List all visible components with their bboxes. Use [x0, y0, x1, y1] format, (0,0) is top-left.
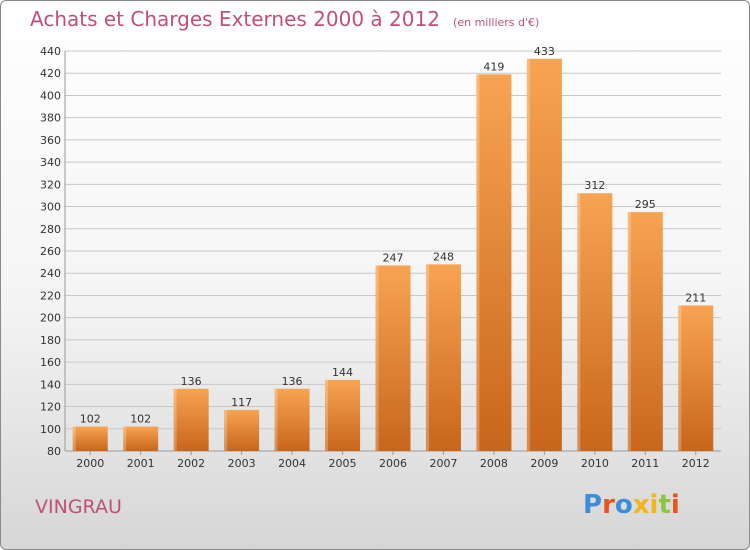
chart-title-unit: (en milliers d'€) [453, 16, 540, 29]
x-axis-ticks: 2000 2001 2002 2003 2004 2005 2006 2007 2008 2009… [76, 451, 710, 470]
x-tick-label-2001: 2001 [127, 457, 155, 470]
y-tick-label: 400 [40, 89, 61, 102]
bar-highlight [72, 426, 76, 451]
x-tick-label-2012: 2012 [682, 457, 710, 470]
data-label-2002: 136 [181, 375, 202, 388]
y-axis-ticks: 80 100 120 140 160 180 200 220 240 260 280 300 320 34… [40, 45, 61, 458]
y-tick-label: 140 [40, 378, 61, 391]
y-tick-label: 220 [40, 289, 61, 302]
bar-2000[interactable] [72, 426, 108, 451]
bar-highlight [325, 379, 329, 451]
x-tick-label-2011: 2011 [631, 457, 659, 470]
bars [72, 58, 714, 452]
y-tick-label: 160 [40, 356, 61, 369]
data-label-2008: 419 [483, 60, 504, 73]
proxiti-logo[interactable]: Proxiti [583, 490, 680, 520]
bar-highlight [425, 264, 429, 451]
bar-2010[interactable] [577, 193, 613, 451]
data-label-2000: 102 [80, 413, 101, 426]
y-tick-label: 380 [40, 112, 61, 125]
chart-title-main: Achats et Charges Externes 2000 à 2012 [30, 7, 440, 31]
data-label-2011: 295 [635, 198, 656, 211]
bar-2004[interactable] [274, 388, 310, 451]
y-tick-label: 240 [40, 267, 61, 280]
x-tick-label-2004: 2004 [278, 457, 306, 470]
data-label-2001: 102 [130, 413, 151, 426]
bar-2008[interactable] [476, 74, 512, 451]
bar-highlight [123, 426, 127, 451]
data-label-2012: 211 [685, 291, 706, 304]
bar-2002[interactable] [173, 388, 209, 451]
chart-title: Achats et Charges Externes 2000 à 2012 (… [30, 7, 539, 31]
data-label-2007: 248 [433, 250, 454, 263]
x-tick-label-2009: 2009 [530, 457, 558, 470]
data-label-2010: 312 [584, 179, 605, 192]
bar-2005[interactable] [325, 379, 361, 451]
y-tick-label: 120 [40, 401, 61, 414]
bar-highlight [274, 388, 278, 451]
x-tick-label-2006: 2006 [379, 457, 407, 470]
bar-2001[interactable] [123, 426, 159, 451]
y-tick-label: 340 [40, 156, 61, 169]
bar-highlight [526, 58, 530, 452]
y-tick-label: 180 [40, 334, 61, 347]
bar-highlight [375, 265, 379, 451]
x-tick-label-2007: 2007 [429, 457, 457, 470]
y-tick-label: 320 [40, 178, 61, 191]
y-tick-label: 200 [40, 312, 61, 325]
bar-highlight [224, 409, 228, 451]
bar-highlight [678, 305, 682, 451]
data-label-2003: 117 [231, 396, 252, 409]
y-tick-label: 280 [40, 223, 61, 236]
data-label-2009: 433 [534, 45, 555, 58]
y-tick-label: 420 [40, 67, 61, 80]
data-label-2005: 144 [332, 366, 353, 379]
y-tick-label: 100 [40, 423, 61, 436]
bar-2009[interactable] [526, 58, 562, 452]
x-tick-label-2002: 2002 [177, 457, 205, 470]
y-tick-label: 260 [40, 245, 61, 258]
data-labels: 102 102 136 117 136 144 247 248 419 433 312 295 211 [80, 45, 707, 426]
x-tick-label-2008: 2008 [480, 457, 508, 470]
y-tick-label: 440 [40, 45, 61, 58]
bar-2006[interactable] [375, 265, 411, 451]
bar-2007[interactable] [425, 264, 461, 451]
data-label-2004: 136 [282, 375, 303, 388]
city-name: VINGRAU [35, 496, 122, 518]
bar-highlight [627, 212, 631, 451]
x-tick-label-2010: 2010 [581, 457, 609, 470]
bar-2011[interactable] [627, 212, 663, 451]
y-tick-label: 360 [40, 134, 61, 147]
bar-highlight [173, 388, 177, 451]
y-tick-label: 300 [40, 201, 61, 214]
bar-2012[interactable] [678, 305, 714, 451]
bar-highlight [476, 74, 480, 451]
data-label-2006: 247 [383, 251, 404, 264]
x-tick-label-2000: 2000 [76, 457, 104, 470]
x-tick-label-2003: 2003 [228, 457, 256, 470]
x-tick-label-2005: 2005 [329, 457, 357, 470]
y-tick-label: 80 [47, 445, 61, 458]
bar-highlight [577, 193, 581, 451]
bar-2003[interactable] [224, 409, 260, 451]
